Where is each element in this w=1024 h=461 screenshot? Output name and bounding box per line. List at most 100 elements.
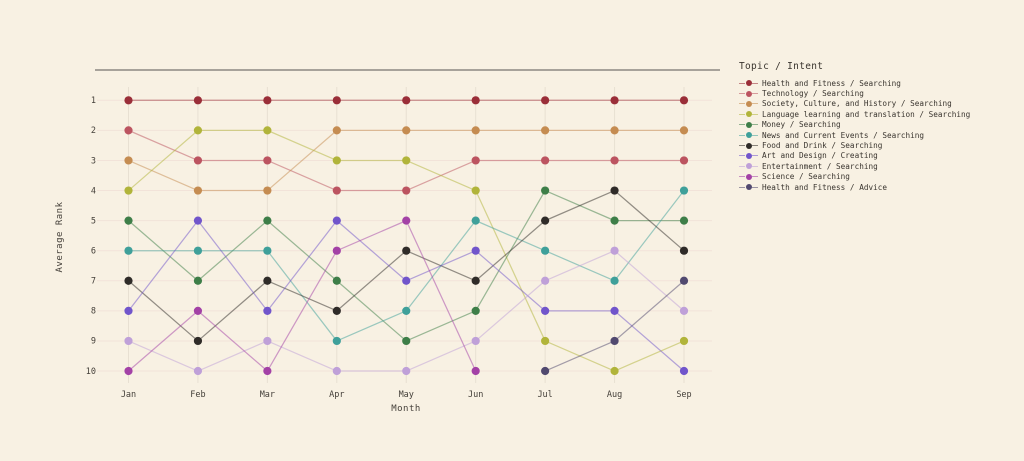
data-point — [541, 246, 550, 255]
data-point — [263, 216, 272, 225]
data-point — [124, 156, 133, 165]
legend-label: Health and Fitness / Advice — [762, 182, 887, 192]
data-point — [263, 96, 272, 105]
legend-label: Language learning and translation / Sear… — [762, 109, 971, 119]
y-tick-label: 2 — [91, 126, 96, 136]
data-point — [193, 96, 203, 105]
legend-items: Health and Fitness / Searching Technology… — [739, 78, 970, 192]
series-segment — [544, 189, 615, 222]
series-segment — [128, 129, 199, 192]
data-point — [402, 156, 411, 165]
data-point — [332, 126, 341, 135]
y-tick-label: 5 — [91, 216, 96, 226]
data-point — [263, 336, 272, 346]
data-point — [402, 366, 411, 376]
data-point — [679, 186, 689, 195]
x-tick-label: May — [399, 390, 414, 400]
y-tick-label: 8 — [91, 307, 96, 317]
legend-marker-icon — [739, 132, 758, 139]
data-point — [610, 336, 619, 346]
series-segment — [336, 220, 407, 282]
series-segment — [544, 340, 615, 372]
legend-marker-icon — [739, 152, 758, 159]
data-point — [541, 186, 550, 195]
data-point — [193, 156, 203, 165]
y-tick-label: 6 — [91, 247, 96, 257]
series-segment — [614, 190, 685, 252]
legend-label: Food and Drink / Searching — [762, 141, 883, 151]
data-point — [402, 246, 411, 255]
data-point — [471, 306, 480, 315]
data-point — [679, 366, 689, 376]
series-segment — [128, 129, 199, 162]
legend-marker-icon — [739, 163, 758, 170]
series-segment — [267, 159, 338, 192]
series-segment — [267, 280, 338, 312]
legend-marker-icon — [739, 90, 758, 97]
data-point — [679, 156, 689, 165]
legend-item: Technology / Searching — [739, 88, 970, 98]
legend: Topic / Intent Health and Fitness / Sear… — [739, 61, 970, 192]
x-tick-label: Apr — [329, 390, 344, 400]
legend-label: Money / Searching — [762, 120, 841, 130]
data-point — [471, 216, 480, 225]
data-point — [541, 366, 550, 376]
data-point — [541, 96, 550, 105]
legend-label: News and Current Events / Searching — [762, 130, 924, 140]
data-point — [679, 276, 689, 285]
legend-item: Money / Searching — [739, 120, 970, 130]
data-point — [193, 306, 203, 315]
data-point — [263, 276, 272, 285]
legend-label: Society, Culture, and History / Searchin… — [762, 99, 952, 109]
legend-marker-icon — [739, 184, 758, 191]
data-point — [541, 216, 550, 225]
series-segment — [197, 310, 268, 372]
data-point — [193, 186, 203, 195]
legend-item: Entertainment / Searching — [739, 161, 970, 171]
data-point — [332, 306, 341, 315]
data-point — [263, 306, 272, 315]
data-point — [402, 186, 411, 195]
data-point — [471, 96, 480, 105]
legend-label: Art and Design / Creating — [762, 151, 878, 161]
legend-item: Health and Fitness / Advice — [739, 182, 970, 192]
data-point — [610, 186, 619, 195]
data-point — [332, 156, 341, 165]
data-point — [541, 306, 550, 315]
data-point — [193, 126, 203, 135]
data-point — [263, 366, 272, 376]
legend-item: Language learning and translation / Sear… — [739, 109, 970, 119]
data-point — [610, 246, 619, 255]
data-point — [679, 216, 689, 225]
data-point — [402, 276, 411, 285]
data-point — [541, 336, 550, 346]
series-segment — [614, 340, 685, 372]
data-point — [610, 156, 619, 165]
data-point — [332, 336, 341, 346]
data-point — [263, 186, 272, 195]
series-segment — [336, 280, 407, 342]
series-segment — [128, 159, 199, 192]
series-segment — [475, 190, 546, 342]
data-point — [124, 246, 133, 255]
series-segment — [128, 340, 199, 372]
legend-title: Topic / Intent — [739, 61, 824, 72]
data-point — [679, 126, 689, 135]
y-tick-label: 10 — [86, 367, 96, 377]
data-point — [402, 336, 411, 346]
data-point — [124, 186, 133, 195]
series-segment — [336, 220, 407, 252]
data-point — [332, 216, 341, 225]
series-segment — [614, 190, 685, 282]
legend-item: Science / Searching — [739, 172, 970, 182]
legend-marker-icon — [739, 173, 758, 180]
data-point — [193, 246, 203, 255]
data-point — [402, 96, 411, 105]
data-point — [541, 156, 550, 165]
series-segment — [406, 250, 476, 282]
legend-item: Health and Fitness / Searching — [739, 78, 970, 88]
series-segment — [614, 280, 685, 342]
series-segment — [336, 250, 407, 312]
data-point — [679, 336, 689, 346]
